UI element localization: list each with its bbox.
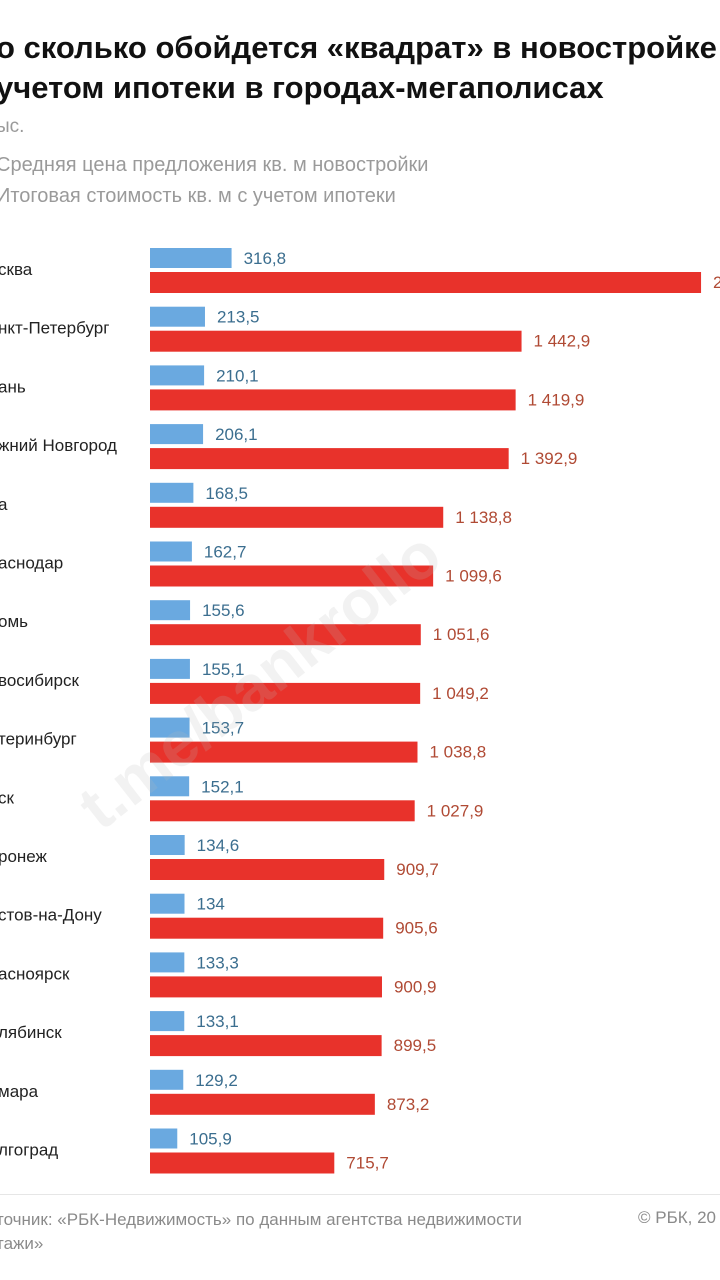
data-label-series-1: 155,6 <box>202 601 245 620</box>
data-label-series-1: 168,5 <box>205 484 248 503</box>
bar-series-2 <box>150 976 382 998</box>
legend-item-series-1: Средняя цена предложения кв. м новострой… <box>0 154 429 176</box>
data-label-series-1: 153,7 <box>202 719 245 738</box>
data-label-series-2: 1 038,8 <box>429 743 486 762</box>
bar-series-1 <box>150 424 204 445</box>
chart-title-line-2: учетом ипотеки в городах-мегаполисах <box>0 70 604 105</box>
data-label-series-2: 1 419,9 <box>528 390 585 409</box>
data-label-series-2: 1 051,6 <box>433 625 490 644</box>
bar-series-2 <box>150 1152 335 1174</box>
units-label: ыс. <box>0 116 25 137</box>
bar-series-1 <box>150 248 232 268</box>
category-label: стов-на-Дону <box>0 906 102 925</box>
category-label: омь <box>0 612 28 631</box>
data-label-series-2: 715,7 <box>346 1154 389 1173</box>
category-label: ань <box>0 377 26 396</box>
category-label: жний Новгород <box>0 436 117 455</box>
bar-series-2 <box>150 1093 375 1115</box>
bar-series-2 <box>150 272 702 293</box>
bar-series-1 <box>150 482 194 503</box>
data-label-series-2: 899,5 <box>394 1036 437 1055</box>
data-label-series-1: 316,8 <box>244 249 287 268</box>
legend: Средняя цена предложения кв. м новострой… <box>0 150 428 212</box>
category-label: лгоград <box>0 1141 58 1160</box>
data-label-series-2: 909,7 <box>396 860 439 879</box>
copyright: © РБК, 20 <box>638 1208 717 1227</box>
bar-series-1 <box>150 1011 185 1032</box>
bar-series-2 <box>150 389 516 411</box>
data-label-series-1: 162,7 <box>204 543 247 562</box>
bar-series-1 <box>150 658 190 679</box>
data-label-series-2: 2 14 <box>713 273 720 292</box>
bar-chart: сква 316,8 2 14 нкт-Петербург 213,5 1 442,9 ан… <box>0 248 720 1174</box>
bar-series-1 <box>150 541 192 562</box>
bar-series-1 <box>150 1128 178 1149</box>
category-label: мара <box>0 1082 39 1101</box>
category-label: нкт-Петербург <box>0 319 109 338</box>
bar-series-1 <box>150 952 185 973</box>
data-label-series-1: 206,1 <box>215 425 258 444</box>
bar-series-1 <box>150 306 205 327</box>
source-line-2: тажи» <box>0 1234 44 1253</box>
data-label-series-1: 129,2 <box>195 1071 238 1090</box>
bar-series-2 <box>150 330 522 352</box>
data-label-series-1: 134 <box>197 895 225 914</box>
bar-series-2 <box>150 448 509 470</box>
category-label: ск <box>0 788 15 807</box>
bar-series-2 <box>150 565 434 587</box>
category-label: восибирск <box>0 671 79 690</box>
data-label-series-1: 105,9 <box>189 1130 232 1149</box>
source-line-1: точник: «РБК-Недвижимость» по данным аге… <box>0 1210 522 1229</box>
data-label-series-2: 1 138,8 <box>455 508 512 527</box>
category-label: асноярск <box>0 964 70 983</box>
data-label-series-2: 900,9 <box>394 977 437 996</box>
bar-series-1 <box>150 1069 184 1090</box>
category-label: лябинск <box>0 1023 62 1042</box>
bar-series-2 <box>150 1035 382 1057</box>
source-note: точник: «РБК-Недвижимость» по данным аге… <box>0 1208 606 1256</box>
bar-series-2 <box>150 741 418 763</box>
category-label: аснодар <box>0 554 63 573</box>
bar-series-2 <box>150 682 421 704</box>
bar-series-1 <box>150 600 191 621</box>
data-label-series-2: 905,6 <box>395 919 438 938</box>
bar-series-1 <box>150 776 190 797</box>
data-label-series-1: 134,6 <box>197 836 240 855</box>
category-label: теринбург <box>0 730 77 749</box>
bar-series-1 <box>150 893 185 914</box>
bar-series-1 <box>150 717 190 738</box>
bar-series-2 <box>150 859 385 880</box>
bar-series-1 <box>150 365 205 386</box>
legend-item-series-2: Итоговая стоимость кв. м с учетом ипотек… <box>0 185 396 207</box>
chart-title: о сколько обойдется «квадрат» в новостро… <box>0 28 720 108</box>
data-label-series-1: 152,1 <box>201 777 244 796</box>
bar-series-2 <box>150 917 384 939</box>
bar-series-2 <box>150 506 444 528</box>
bar-series-1 <box>150 835 185 855</box>
data-label-series-2: 1 099,6 <box>445 567 502 586</box>
data-label-series-1: 133,1 <box>196 1012 239 1031</box>
data-label-series-1: 133,3 <box>196 953 239 972</box>
bar-series-2 <box>150 624 421 646</box>
category-label: ронеж <box>0 847 48 866</box>
data-label-series-2: 1 049,2 <box>432 684 489 703</box>
data-label-series-1: 210,1 <box>216 366 259 385</box>
category-label: а <box>0 495 8 514</box>
category-label: сква <box>0 260 33 279</box>
data-label-series-2: 873,2 <box>387 1095 430 1114</box>
bar-series-2 <box>150 800 415 822</box>
footer-divider <box>0 1194 720 1195</box>
data-label-series-2: 1 392,9 <box>521 449 578 468</box>
chart-title-line-1: о сколько обойдется «квадрат» в новостро… <box>0 30 717 65</box>
data-label-series-1: 155,1 <box>202 660 245 679</box>
data-label-series-1: 213,5 <box>217 308 260 327</box>
data-label-series-2: 1 442,9 <box>534 332 591 351</box>
data-label-series-2: 1 027,9 <box>427 801 484 820</box>
